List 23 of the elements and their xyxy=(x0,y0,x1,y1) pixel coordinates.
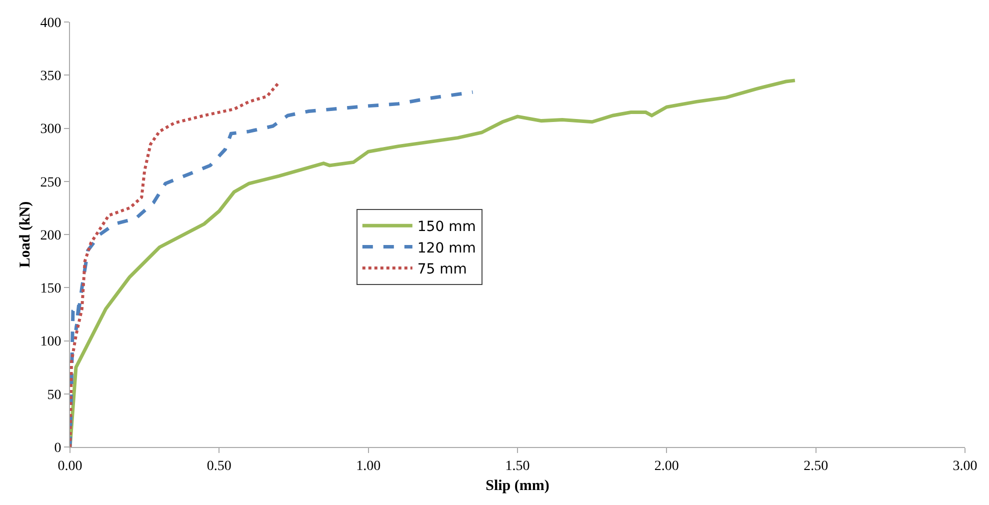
x-tick-label: 2.00 xyxy=(654,458,679,474)
y-axis-title: Load (kN) xyxy=(17,201,34,268)
y-tick-label: 350 xyxy=(40,69,62,84)
x-axis-title: Slip (mm) xyxy=(486,478,550,494)
x-tick-label: 0.00 xyxy=(58,458,82,474)
legend-label: 120 mm xyxy=(417,240,476,256)
y-tick-label: 150 xyxy=(40,282,62,297)
y-tick-label: 300 xyxy=(40,122,62,138)
line-series xyxy=(70,90,474,447)
x-tick-label: 3.00 xyxy=(952,458,978,474)
legend-label: 75 mm xyxy=(417,261,467,278)
legend-label: 150 mm xyxy=(417,219,476,236)
x-tick-label: 1.00 xyxy=(356,458,381,474)
y-tick-label: 50 xyxy=(47,388,62,403)
y-tick-label: 0 xyxy=(54,440,62,456)
y-tick-label: 200 xyxy=(40,228,62,244)
line-series xyxy=(70,81,280,447)
y-tick-label: 100 xyxy=(40,334,62,350)
y-tick-label: 400 xyxy=(40,16,62,31)
y-tick-label: 250 xyxy=(40,175,62,190)
x-tick-label: 0.50 xyxy=(206,458,232,474)
x-tick-label: 1.50 xyxy=(505,458,530,474)
x-tick-label: 2.50 xyxy=(804,458,828,474)
